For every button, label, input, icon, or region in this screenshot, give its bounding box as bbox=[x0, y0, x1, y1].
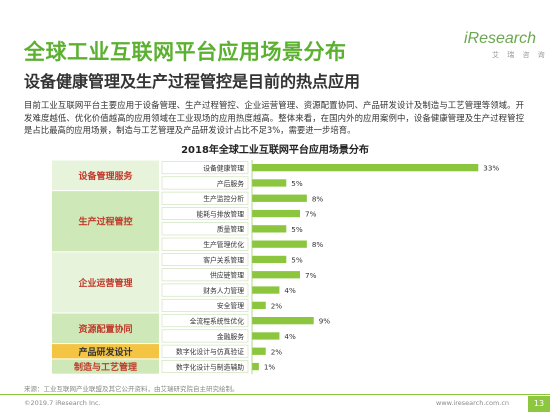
group-block bbox=[52, 344, 159, 359]
bar-value-label: 7% bbox=[305, 210, 317, 219]
group-block bbox=[52, 359, 159, 374]
bar-value-label: 9% bbox=[319, 317, 331, 326]
page-subtitle: 设备健康管理及生产过程管控是目前的热点应用 bbox=[24, 72, 361, 91]
source-note: 来源：工业互联网产业联盟及其它公开资料，由艾瑞研究院自主研究绘制。 bbox=[24, 385, 239, 393]
description-paragraph: 目前工业互联网平台主要应用于设备管理、生产过程管控、企业运营管理、资源配置协同、… bbox=[24, 100, 524, 135]
category-box bbox=[161, 191, 249, 205]
category-label: 数字化设计与制造辅助 bbox=[176, 362, 244, 371]
category-label: 财务人力管理 bbox=[203, 286, 244, 295]
group-block bbox=[52, 313, 159, 344]
category-box bbox=[161, 344, 249, 358]
bar-value-label: 33% bbox=[483, 164, 499, 173]
bar bbox=[252, 164, 479, 172]
category-label: 设备健康管理 bbox=[203, 163, 244, 172]
bar bbox=[252, 179, 287, 187]
page-number: 13 bbox=[528, 396, 550, 412]
bar bbox=[252, 347, 266, 355]
category-box bbox=[161, 207, 249, 220]
bar bbox=[252, 301, 266, 309]
group-label: 资源配置协同 bbox=[78, 323, 132, 335]
category-label: 客户关系管理 bbox=[203, 255, 244, 264]
group-block bbox=[52, 252, 159, 313]
page-title: 全球工业互联网平台应用场景分布 bbox=[24, 40, 347, 64]
group-label: 企业运营管理 bbox=[77, 277, 132, 289]
iresearch-logo: iResearch 艾 瑞 咨 询 bbox=[458, 30, 545, 62]
bar-value-label: 5% bbox=[291, 225, 303, 234]
bar-value-label: 5% bbox=[291, 255, 303, 264]
logo-wordmark: iResearch bbox=[464, 30, 537, 47]
bar-value-label: 2% bbox=[271, 347, 283, 356]
category-box bbox=[161, 360, 249, 373]
category-label: 生产管理优化 bbox=[203, 240, 244, 249]
category-label: 产后服务 bbox=[217, 179, 244, 188]
category-label: 金融服务 bbox=[217, 332, 244, 341]
category-box bbox=[161, 268, 249, 282]
category-label: 数字化设计与仿真验证 bbox=[176, 347, 244, 356]
group-label: 生产过程管控 bbox=[78, 216, 132, 228]
group-label: 设备管理服务 bbox=[78, 170, 133, 182]
website-text: www.iresearch.com.cn bbox=[436, 399, 510, 407]
bar-value-label: 8% bbox=[312, 194, 324, 203]
bar-value-label: 1% bbox=[264, 363, 276, 372]
bar bbox=[252, 271, 300, 279]
bar bbox=[252, 332, 280, 340]
category-box bbox=[161, 237, 249, 251]
group-label: 产品研发设计 bbox=[78, 346, 132, 358]
bar-value-label: 4% bbox=[284, 332, 296, 341]
category-box bbox=[161, 298, 249, 312]
bar bbox=[252, 255, 287, 264]
bar-value-label: 7% bbox=[305, 271, 317, 280]
category-box bbox=[161, 314, 249, 328]
category-box bbox=[161, 176, 249, 190]
group-label: 制造与工艺管理 bbox=[74, 361, 137, 373]
bar bbox=[252, 286, 280, 294]
group-block bbox=[52, 160, 159, 191]
bar-value-label: 8% bbox=[312, 240, 324, 249]
logo-subtext: 艾 瑞 咨 询 bbox=[492, 51, 548, 59]
bar bbox=[252, 209, 300, 218]
chart-title: 2018年全球工业互联网平台应用场景分布 bbox=[181, 145, 369, 156]
category-label: 安全管理 bbox=[217, 301, 244, 310]
category-label: 供应链管理 bbox=[210, 271, 244, 280]
category-label: 质量管理 bbox=[217, 225, 244, 234]
group-block bbox=[52, 191, 159, 252]
category-box bbox=[161, 283, 249, 297]
copyright-text: ©2019.7 iResearch Inc. bbox=[24, 399, 101, 407]
bar-value-label: 2% bbox=[271, 301, 283, 310]
category-label: 生产监控分析 bbox=[203, 194, 244, 203]
category-label: 能耗与排放管理 bbox=[196, 209, 244, 218]
category-box bbox=[161, 222, 249, 236]
category-label: 全流程系统性优化 bbox=[190, 316, 245, 325]
bar bbox=[252, 194, 307, 202]
category-box bbox=[161, 253, 249, 266]
bar bbox=[252, 317, 314, 325]
category-box bbox=[161, 329, 249, 343]
bar bbox=[252, 225, 287, 233]
footer-divider bbox=[0, 394, 550, 395]
bar bbox=[252, 362, 259, 371]
bar bbox=[252, 240, 307, 248]
bar-value-label: 5% bbox=[291, 179, 303, 188]
bar-value-label: 4% bbox=[284, 286, 296, 295]
category-box bbox=[161, 161, 249, 175]
